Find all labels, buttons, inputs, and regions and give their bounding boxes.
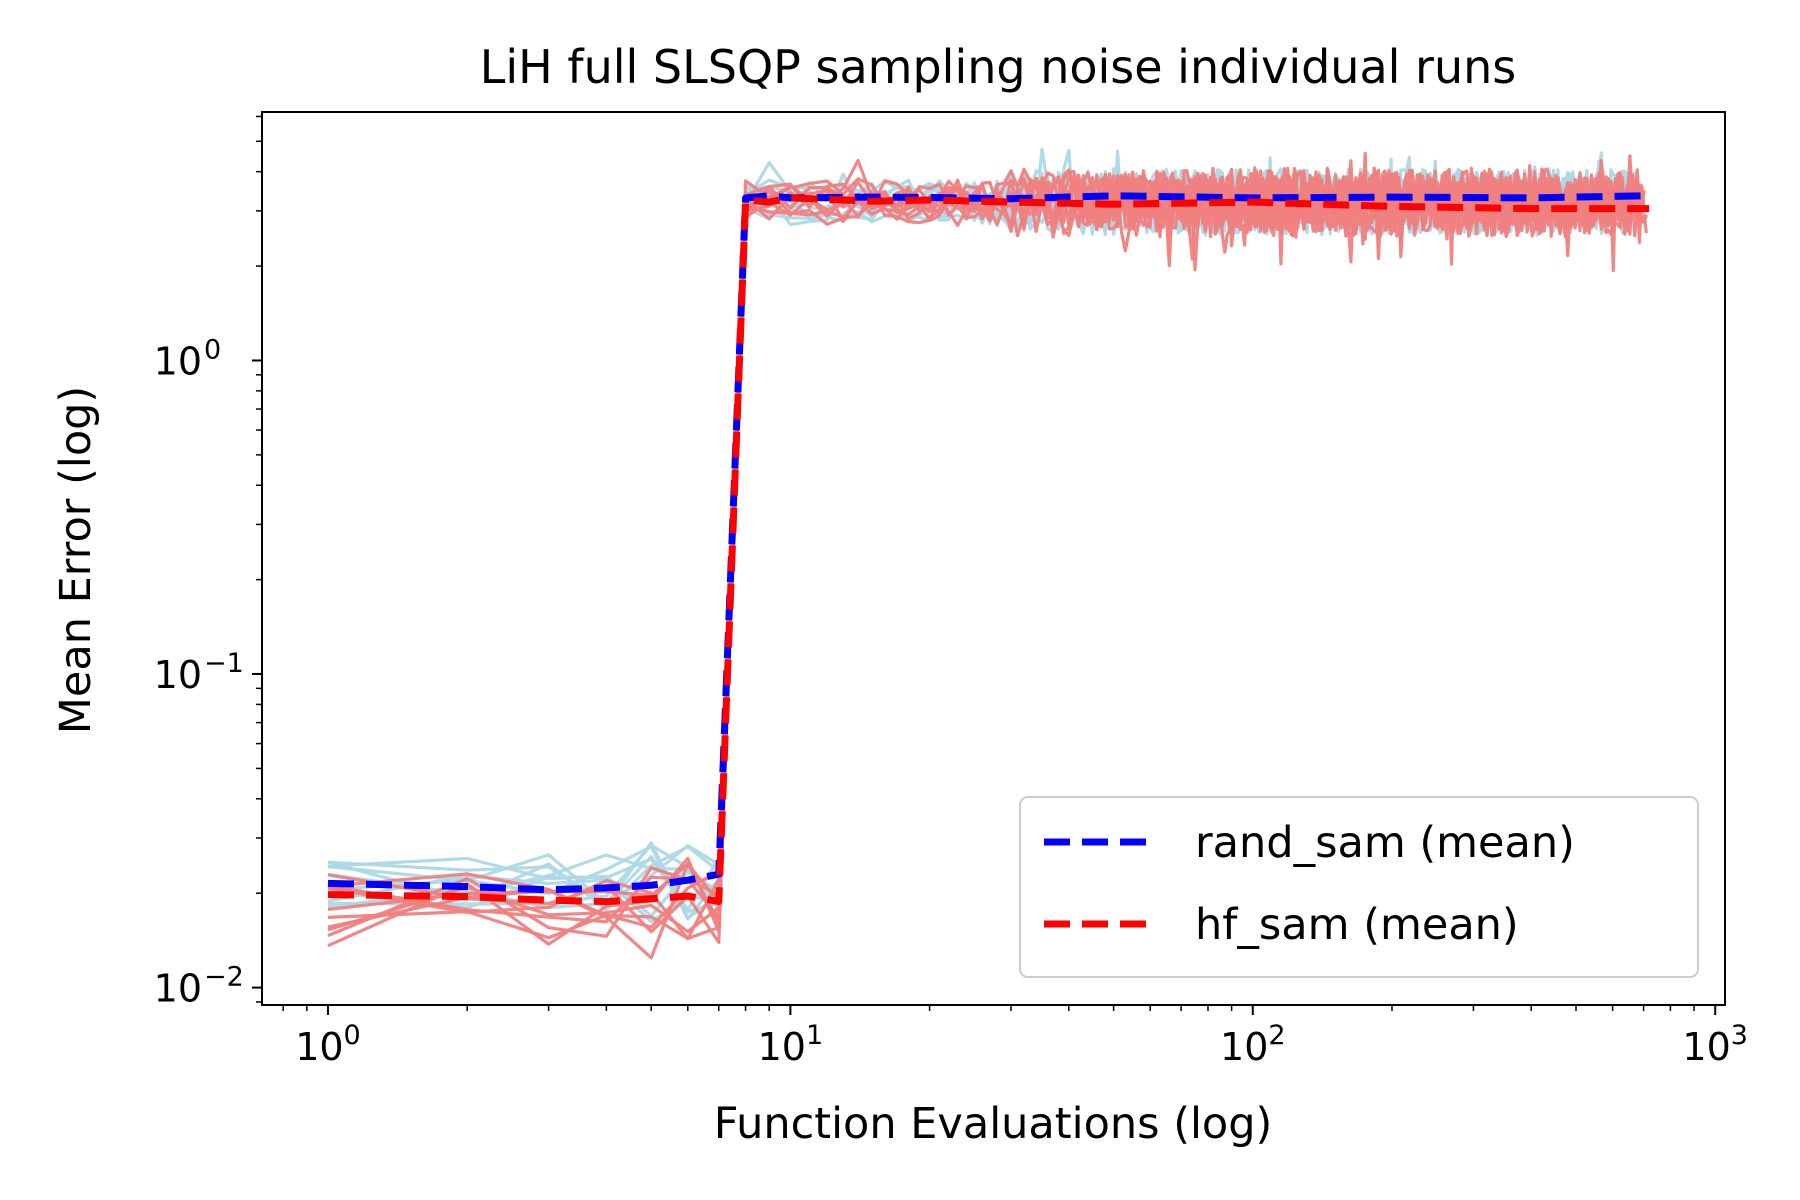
x-tick-label: 102	[1220, 1020, 1286, 1069]
x-tick-label: 103	[1682, 1020, 1748, 1069]
legend-label-rand-sam: rand_sam (mean)	[1195, 818, 1575, 868]
chart-title: LiH full SLSQP sampling noise individual…	[480, 40, 1516, 94]
y-tick-label: 10−1	[154, 648, 244, 697]
x-axis: 100 101 102 103	[282, 1005, 1748, 1069]
y-axis-title: Mean Error (log)	[51, 386, 101, 734]
hf_sam-run-line	[327, 166, 1639, 960]
x-tick-label: 100	[295, 1020, 361, 1069]
legend-label-hf-sam: hf_sam (mean)	[1195, 900, 1519, 950]
legend-box	[1019, 796, 1699, 978]
mean-series	[327, 192, 1650, 906]
y-tick-label: 100	[154, 334, 222, 383]
legend: rand_sam (mean) hf_sam (mean)	[1019, 796, 1699, 978]
x-tick-label: 101	[758, 1020, 824, 1069]
plot-frame	[261, 111, 1726, 1006]
x-axis-title: Function Evaluations (log)	[714, 1099, 1273, 1149]
y-axis: 10−2 10−1 100	[154, 115, 262, 1011]
rand_sam-mean-line	[327, 192, 1644, 894]
hf_sam-mean-line	[327, 194, 1650, 906]
y-tick-label: 10−2	[154, 962, 244, 1011]
